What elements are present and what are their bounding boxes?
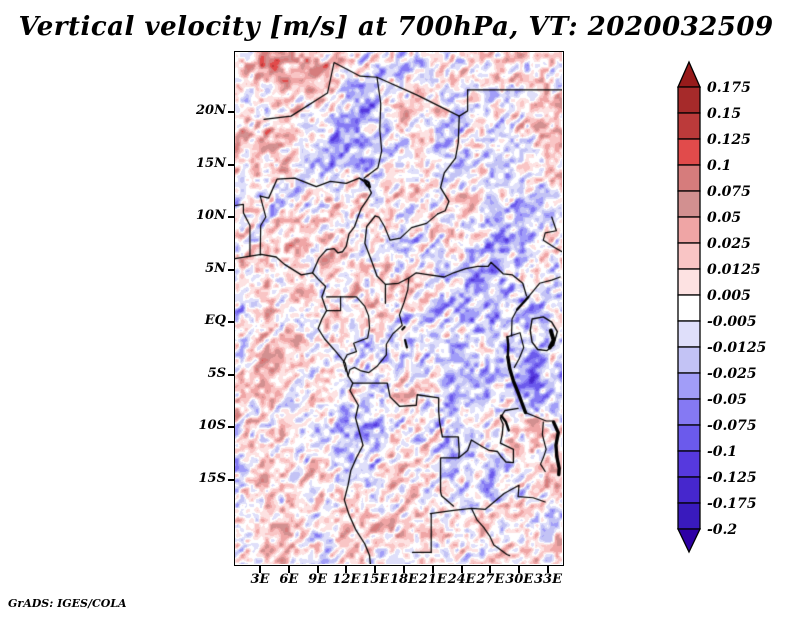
grads-credit: GrADS: IGES/COLA <box>8 597 127 610</box>
x-axis-tick <box>518 566 521 573</box>
y-axis-tick <box>228 163 235 166</box>
colorbar-label: 0.075 <box>707 184 751 200</box>
x-axis-label: 9E <box>308 572 328 587</box>
x-axis-label: 18E <box>390 572 418 587</box>
colorbar-label: 0.125 <box>707 132 751 148</box>
colorbar-segment <box>677 424 701 452</box>
x-axis-label: 24E <box>447 572 476 587</box>
colorbar-label: -0.2 <box>707 522 737 538</box>
x-axis-tick <box>287 566 290 573</box>
colorbar-segment <box>677 190 701 218</box>
x-axis-tick <box>460 566 463 573</box>
colorbar-segment <box>677 320 701 348</box>
y-axis-tick <box>228 111 235 113</box>
colorbar-label: 0.005 <box>707 288 751 304</box>
colorbar-segment <box>677 86 701 114</box>
colorbar-label: -0.0125 <box>707 340 766 356</box>
colorbar-segment <box>677 164 701 192</box>
colorbar-label: -0.025 <box>707 366 757 382</box>
x-axis-tick <box>374 566 377 573</box>
x-axis-label: 15E <box>361 572 390 587</box>
velocity-heatmap-canvas <box>235 52 562 564</box>
map-frame <box>234 51 564 566</box>
x-axis-label: 33E <box>534 572 562 587</box>
colorbar-arrow-top <box>677 60 701 88</box>
colorbar-label: 0.025 <box>707 236 751 252</box>
colorbar-arrow-bottom <box>676 528 702 554</box>
colorbar-segment <box>677 450 701 478</box>
colorbar-segment <box>677 268 701 296</box>
colorbar-label: -0.125 <box>707 470 757 486</box>
y-axis-tick <box>228 426 235 429</box>
colorbar-label: 0.0125 <box>707 262 761 278</box>
y-axis-label: 15S <box>198 470 226 486</box>
x-axis-tick <box>259 566 261 573</box>
x-axis-tick <box>403 566 405 573</box>
colorbar-label: -0.175 <box>707 496 757 512</box>
colorbar-segment <box>677 346 701 374</box>
x-axis-label: 3E <box>250 572 270 587</box>
colorbar-label: 0.1 <box>707 158 731 174</box>
x-axis-label: 21E <box>418 572 447 587</box>
colorbar-label: 0.15 <box>707 106 741 122</box>
x-axis-label: 12E <box>332 572 361 587</box>
colorbar-label: 0.175 <box>707 80 751 96</box>
colorbar: 0.175 0.15 0.125 0.1 0.075 0.05 0.025 0.0125 0.0… <box>676 60 766 554</box>
colorbar-segment <box>677 138 701 166</box>
y-axis-tick <box>228 321 235 324</box>
y-axis-label: 20N <box>196 103 226 118</box>
y-axis-label: 10S <box>198 418 226 434</box>
x-axis-tick <box>345 566 348 573</box>
y-axis-tick <box>228 478 235 481</box>
colorbar-segment <box>677 476 701 504</box>
y-axis-tick <box>228 373 235 376</box>
x-axis-tick <box>489 566 492 573</box>
colorbar-label: -0.005 <box>707 314 757 330</box>
y-axis-label: 15N <box>196 155 226 171</box>
x-axis-tick <box>316 566 319 573</box>
colorbar-label: -0.1 <box>707 444 737 460</box>
colorbar-segment <box>677 398 701 426</box>
colorbar-label: 0.05 <box>707 210 741 226</box>
x-axis-label: 6E <box>279 572 299 587</box>
y-axis-label: 5S <box>207 365 226 381</box>
colorbar-label: -0.05 <box>707 392 747 408</box>
x-axis-tick <box>431 566 434 573</box>
y-axis-tick <box>228 268 235 271</box>
y-axis-label: EQ <box>204 313 226 329</box>
colorbar-segment <box>677 216 701 244</box>
y-axis-tick <box>228 216 235 219</box>
y-axis-label: 10N <box>196 208 226 224</box>
colorbar-label: -0.075 <box>707 418 757 434</box>
x-axis-label: 30E <box>505 572 534 587</box>
colorbar-segment <box>677 372 701 400</box>
plot-title: Vertical velocity [m/s] at 700hPa, VT: 2… <box>18 12 774 42</box>
x-axis-label: 27E <box>476 572 505 587</box>
colorbar-segment <box>677 502 701 530</box>
colorbar-segment <box>677 112 701 140</box>
colorbar-segment <box>677 294 701 322</box>
y-axis-label: 5N <box>205 260 226 276</box>
x-axis-tick <box>547 566 549 573</box>
colorbar-segment <box>677 242 701 270</box>
